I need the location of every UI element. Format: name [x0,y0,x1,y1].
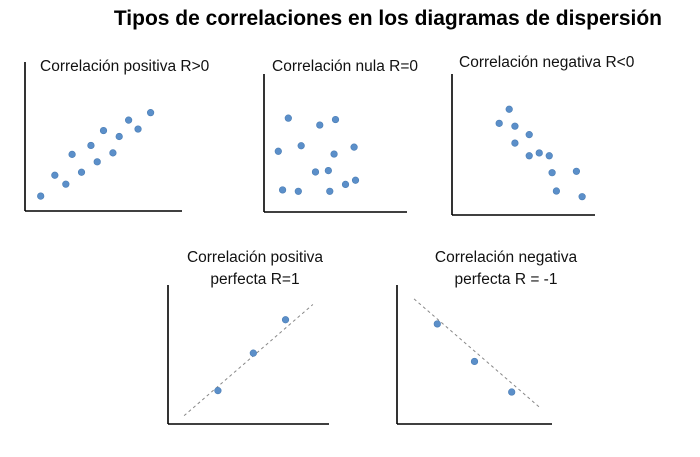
panel-negative-correlation: Correlación negativa R<0 [451,54,635,216]
panel-title: Correlación positiva R>0 [40,58,210,75]
data-point [249,349,257,357]
data-point [147,109,155,117]
data-point [311,168,320,176]
data-point [316,121,324,129]
data-point [511,139,519,147]
data-point [77,168,86,176]
data-point [495,119,503,127]
data-point [326,187,334,195]
data-point [87,141,95,150]
data-point [341,180,350,188]
main-title: Tipos de correlaciones en los diagramas … [113,7,662,30]
panel-null-correlation: Correlación nula R=0 [263,58,418,213]
data-point [214,387,222,395]
data-point [525,131,533,139]
panel-title: Correlación positiva [187,249,323,266]
data-point [351,176,360,184]
data-point [350,143,358,151]
data-point [125,116,133,124]
data-point [535,149,543,157]
panel-title: perfecta R = -1 [455,271,558,288]
data-point [508,388,516,396]
data-point [37,192,45,200]
data-point [93,158,101,166]
data-point [281,316,290,324]
panel-title: Correlación negativa R<0 [459,54,635,71]
data-point [115,132,123,141]
panel-title: Correlación nula R=0 [272,58,418,75]
panel-perfect-negative-correlation: Correlación negativa perfecta R = -1 [396,249,578,425]
data-point [548,169,556,177]
data-point [324,167,332,175]
panel-title: Correlación negativa [435,249,578,266]
data-point [330,150,338,158]
data-point [278,186,287,194]
panel-positive-correlation: Correlación positiva R>0 [24,58,210,212]
data-point [51,171,59,179]
data-point [99,126,108,135]
data-point [572,167,581,175]
data-point [545,152,553,160]
data-point [511,122,519,130]
data-point [274,147,282,155]
data-point [294,187,302,195]
data-point [331,115,340,124]
data-point [68,150,76,158]
data-point [433,320,441,328]
data-point [284,114,292,122]
data-point [62,180,70,188]
data-point [525,152,533,160]
data-point [552,187,560,195]
data-point [109,149,117,157]
data-point [578,193,586,201]
data-point [505,105,513,113]
trend-line [183,304,314,417]
trend-line [413,298,540,408]
data-point [470,357,479,366]
data-point [297,142,305,150]
panel-perfect-positive-correlation: Correlación positiva perfecta R=1 [167,249,329,425]
panel-title: perfecta R=1 [210,271,299,288]
data-point [134,125,142,133]
